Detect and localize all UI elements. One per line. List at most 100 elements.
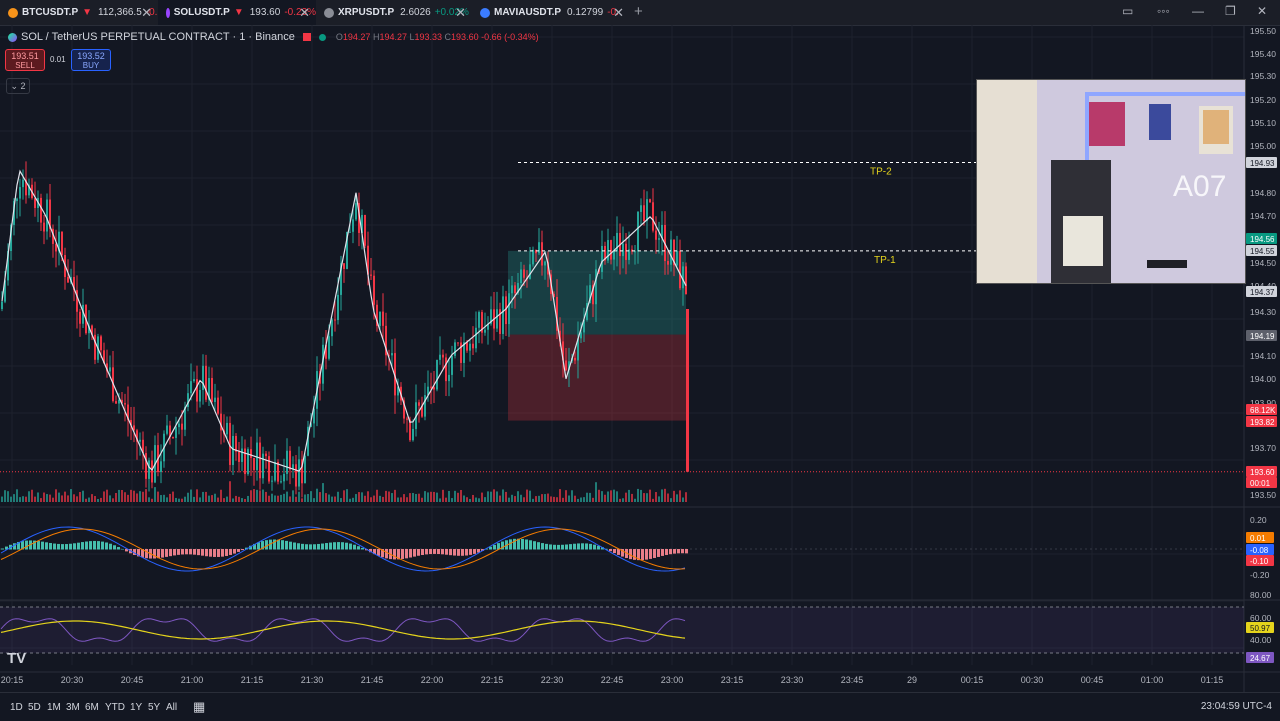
time-axis-label: 23:15 — [721, 675, 744, 685]
volume-bar — [673, 490, 675, 502]
time-axis-label: 23:45 — [841, 675, 864, 685]
volume-bar — [274, 495, 276, 502]
close-tab-icon[interactable]: ✕ — [141, 5, 152, 20]
macd-line — [0, 526, 686, 572]
volume-bar — [214, 493, 216, 502]
volume-bar — [184, 496, 186, 502]
timeframe-5y[interactable]: 5Y — [148, 702, 161, 713]
sell-button[interactable]: 193.51 SELL — [5, 49, 45, 71]
buy-button[interactable]: 193.52 BUY — [71, 49, 111, 71]
volume-bar — [430, 491, 432, 502]
volume-bar — [610, 490, 612, 502]
volume-bar — [583, 497, 585, 502]
macd-histogram-bar — [533, 541, 536, 550]
macd-pane — [0, 526, 1244, 572]
macd-histogram-bar — [633, 549, 636, 560]
volume-bar — [43, 492, 45, 502]
screen-icon[interactable]: ▭ — [1122, 4, 1134, 18]
order-quantity[interactable]: 0.01 — [50, 55, 66, 64]
macd-histogram-bar — [225, 549, 228, 556]
macd-histogram-bar — [261, 541, 264, 550]
tab-xrpusdt[interactable]: XRPUSDT.P 2.6026 +0.02% ✕ — [316, 0, 472, 25]
volume-bar — [388, 491, 390, 502]
volume-bar — [643, 493, 645, 502]
close-window-icon[interactable]: ✕ — [1257, 4, 1268, 18]
macd-histogram-bar — [25, 540, 28, 550]
tab-btcusdt[interactable]: BTCUSDT.P ▼ 112,366.5 -0. ✕ — [0, 0, 158, 25]
timeframe-6m[interactable]: 6M — [85, 702, 99, 713]
macd-histogram-bar — [17, 541, 20, 550]
flag-icon[interactable] — [302, 33, 311, 41]
tab-solusdt[interactable]: SOLUSDT.P ▼ 193.60 -0.23% ✕ — [158, 0, 316, 25]
volume-bar — [7, 491, 9, 502]
macd-histogram-bar — [233, 549, 236, 554]
utc-clock[interactable]: 23:04:59 UTC-4 — [1200, 701, 1272, 712]
restore-icon[interactable]: ❐ — [1225, 4, 1236, 18]
volume-bar — [514, 496, 516, 502]
candle-body — [412, 428, 414, 441]
timeframe-1m[interactable]: 1M — [47, 702, 61, 713]
price-axis-label: 194.70 — [1250, 211, 1276, 221]
more-icon[interactable]: ◦◦◦ — [1157, 4, 1170, 18]
macd-histogram-bar — [329, 542, 332, 550]
macd-histogram-bar — [161, 549, 164, 558]
volume-bar — [265, 491, 267, 502]
candle-body — [100, 336, 102, 351]
macd-histogram-bar — [629, 549, 632, 560]
volume-bar — [70, 489, 72, 502]
candle-body — [640, 205, 642, 212]
candle-body — [211, 378, 213, 402]
candle-body — [160, 461, 162, 472]
macd-histogram-bar — [641, 549, 644, 561]
candle-body — [562, 341, 564, 361]
volume-bar — [262, 489, 264, 502]
price-badge — [1246, 330, 1277, 341]
symbol-title[interactable]: SOL / TetherUS PERPETUAL CONTRACT · 1 · … — [21, 31, 295, 43]
volume-bar — [52, 497, 54, 502]
volume-bar — [448, 490, 450, 502]
price-badge-label: 193.82 — [1250, 418, 1275, 427]
close-tab-icon[interactable]: ✕ — [613, 5, 624, 20]
macd-histogram-bar — [605, 548, 608, 550]
close-tab-icon[interactable]: ✕ — [299, 5, 310, 20]
candle-body — [652, 202, 654, 231]
macd-histogram-bar — [241, 549, 244, 551]
macd-histogram-bar — [33, 540, 36, 550]
collapse-indicators-button[interactable]: ⌄ 2 — [6, 78, 30, 94]
timeframe-1d[interactable]: 1D — [10, 702, 23, 713]
volume-bar — [397, 497, 399, 502]
timeframe-1y[interactable]: 1Y — [130, 702, 143, 713]
timeframe-3m[interactable]: 3M — [66, 702, 80, 713]
volume-bar — [451, 498, 453, 502]
new-tab-plus-icon[interactable]: + — [634, 3, 643, 20]
volume-bar — [142, 491, 144, 502]
price-axis: 195.50 195.40 195.30 195.20 195.10 195.00 194.… — [1246, 26, 1277, 663]
timeframe-5d[interactable]: 5D — [28, 702, 41, 713]
candle-body — [115, 401, 117, 404]
tradingview-logo[interactable]: TV — [7, 650, 27, 667]
candle-body — [22, 179, 24, 188]
volume-bar — [625, 492, 627, 502]
volume-bar — [229, 481, 231, 502]
volume-bar — [166, 497, 168, 502]
webcam-image: A07 — [977, 80, 1245, 283]
volume-bar — [202, 491, 204, 502]
macd-histogram-bar — [333, 542, 336, 550]
macd-histogram-bar — [349, 543, 352, 550]
price-chart[interactable]: TP-2TP-1 195.50195.40195.30195.20195.101… — [0, 25, 1280, 692]
candle-body — [220, 413, 222, 431]
calendar-icon[interactable]: ▦ — [193, 699, 206, 714]
candle-body — [604, 245, 606, 261]
volume-bar — [16, 489, 18, 502]
timeframe-all[interactable]: All — [166, 702, 178, 713]
close-tab-icon[interactable]: ✕ — [455, 5, 466, 20]
ohlc-values: O194.27 H194.27 L193.33 C193.60 -0.66 (-… — [335, 32, 539, 42]
tab-maviausdt[interactable]: MAVIAUSDT.P 0.12799 -0. ✕ — [472, 0, 630, 25]
timeframe-ytd[interactable]: YTD — [105, 702, 125, 713]
candle-body — [637, 211, 639, 252]
minimize-icon[interactable]: — — [1192, 4, 1204, 18]
candle-body — [241, 448, 243, 462]
volume-bar — [190, 489, 192, 502]
macd-histogram-bar — [117, 547, 120, 550]
candle-body — [397, 386, 399, 396]
